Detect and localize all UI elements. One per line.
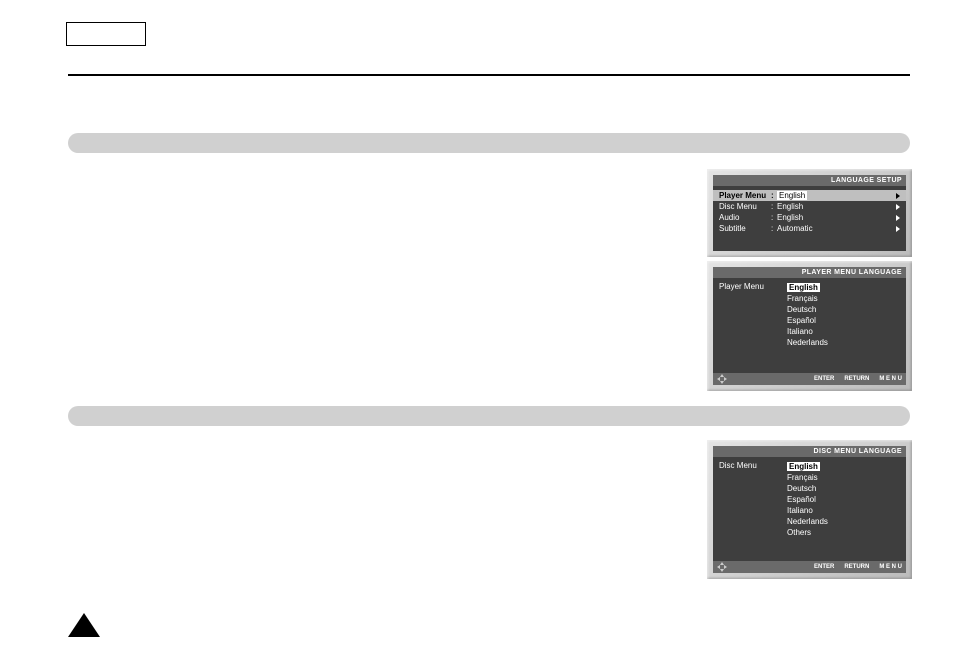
row-label: Player Menu [719,191,771,200]
menu-row[interactable]: Disc Menu : English [719,201,900,212]
osd-body: Player Menu : English Disc Menu : Englis… [713,186,906,251]
option-item[interactable]: Nederlands [787,337,828,348]
section-bar-2 [68,406,910,426]
osd-body: Player Menu English Français Deutsch Esp… [713,278,906,373]
chevron-right-icon [896,204,900,210]
option-item[interactable]: Français [787,472,828,483]
page-corner-triangle-icon [68,613,100,637]
menu-row[interactable]: Audio : English [719,212,900,223]
option-list: English Français Deutsch Español Italian… [787,461,828,557]
left-label: Player Menu [719,282,787,369]
osd-footer: ENTER RETURN M E N U [713,373,906,385]
chevron-right-icon [896,193,900,199]
osd-inner: PLAYER MENU LANGUAGE Player Menu English… [713,267,906,385]
osd-title: PLAYER MENU LANGUAGE [713,267,906,278]
option-item[interactable]: Español [787,315,828,326]
option-item[interactable]: Others [787,527,828,538]
footer-menu[interactable]: M E N U [879,564,902,570]
option-item[interactable]: Italiano [787,505,828,516]
row-label: Audio [719,213,771,222]
menu-row-highlighted[interactable]: Player Menu : English [713,190,906,201]
footer-enter[interactable]: ENTER [814,376,834,382]
osd-body: Disc Menu English Français Deutsch Españ… [713,457,906,561]
page-number-box [66,22,146,46]
selected-value: English [787,283,820,292]
selected-value: English [787,462,820,471]
footer-menu[interactable]: M E N U [879,376,902,382]
osd-footer: ENTER RETURN M E N U [713,561,906,573]
osd-player-menu-language: PLAYER MENU LANGUAGE Player Menu English… [707,261,912,391]
option-item[interactable]: Français [787,293,828,304]
nav-diamond-icon [717,374,727,384]
footer-enter[interactable]: ENTER [814,564,834,570]
section-bar-1 [68,133,910,153]
row-value: English [777,202,892,211]
osd-language-setup: LANGUAGE SETUP Player Menu : English Dis… [707,169,912,257]
highlighted-value: English [777,191,807,200]
chevron-right-icon [896,226,900,232]
osd-inner: LANGUAGE SETUP Player Menu : English Dis… [713,175,906,251]
option-item[interactable]: Italiano [787,326,828,337]
row-value: English [777,213,892,222]
option-list: English Français Deutsch Español Italian… [787,282,828,369]
horizontal-rule [68,74,910,76]
chevron-right-icon [896,215,900,221]
option-item[interactable]: Deutsch [787,304,828,315]
option-item[interactable]: Español [787,494,828,505]
option-item[interactable]: Deutsch [787,483,828,494]
row-value: English [777,191,892,200]
osd-title: LANGUAGE SETUP [713,175,906,186]
nav-diamond-icon [717,562,727,572]
menu-row[interactable]: Subtitle : Automatic [719,223,900,234]
left-label: Disc Menu [719,461,787,557]
row-label: Subtitle [719,224,771,233]
footer-return[interactable]: RETURN [844,564,869,570]
option-selected[interactable]: English [787,461,828,472]
option-item[interactable]: Nederlands [787,516,828,527]
row-value: Automatic [777,224,892,233]
osd-disc-menu-language: DISC MENU LANGUAGE Disc Menu English Fra… [707,440,912,579]
osd-inner: DISC MENU LANGUAGE Disc Menu English Fra… [713,446,906,573]
osd-title: DISC MENU LANGUAGE [713,446,906,457]
option-selected[interactable]: English [787,282,828,293]
row-label: Disc Menu [719,202,771,211]
footer-return[interactable]: RETURN [844,376,869,382]
